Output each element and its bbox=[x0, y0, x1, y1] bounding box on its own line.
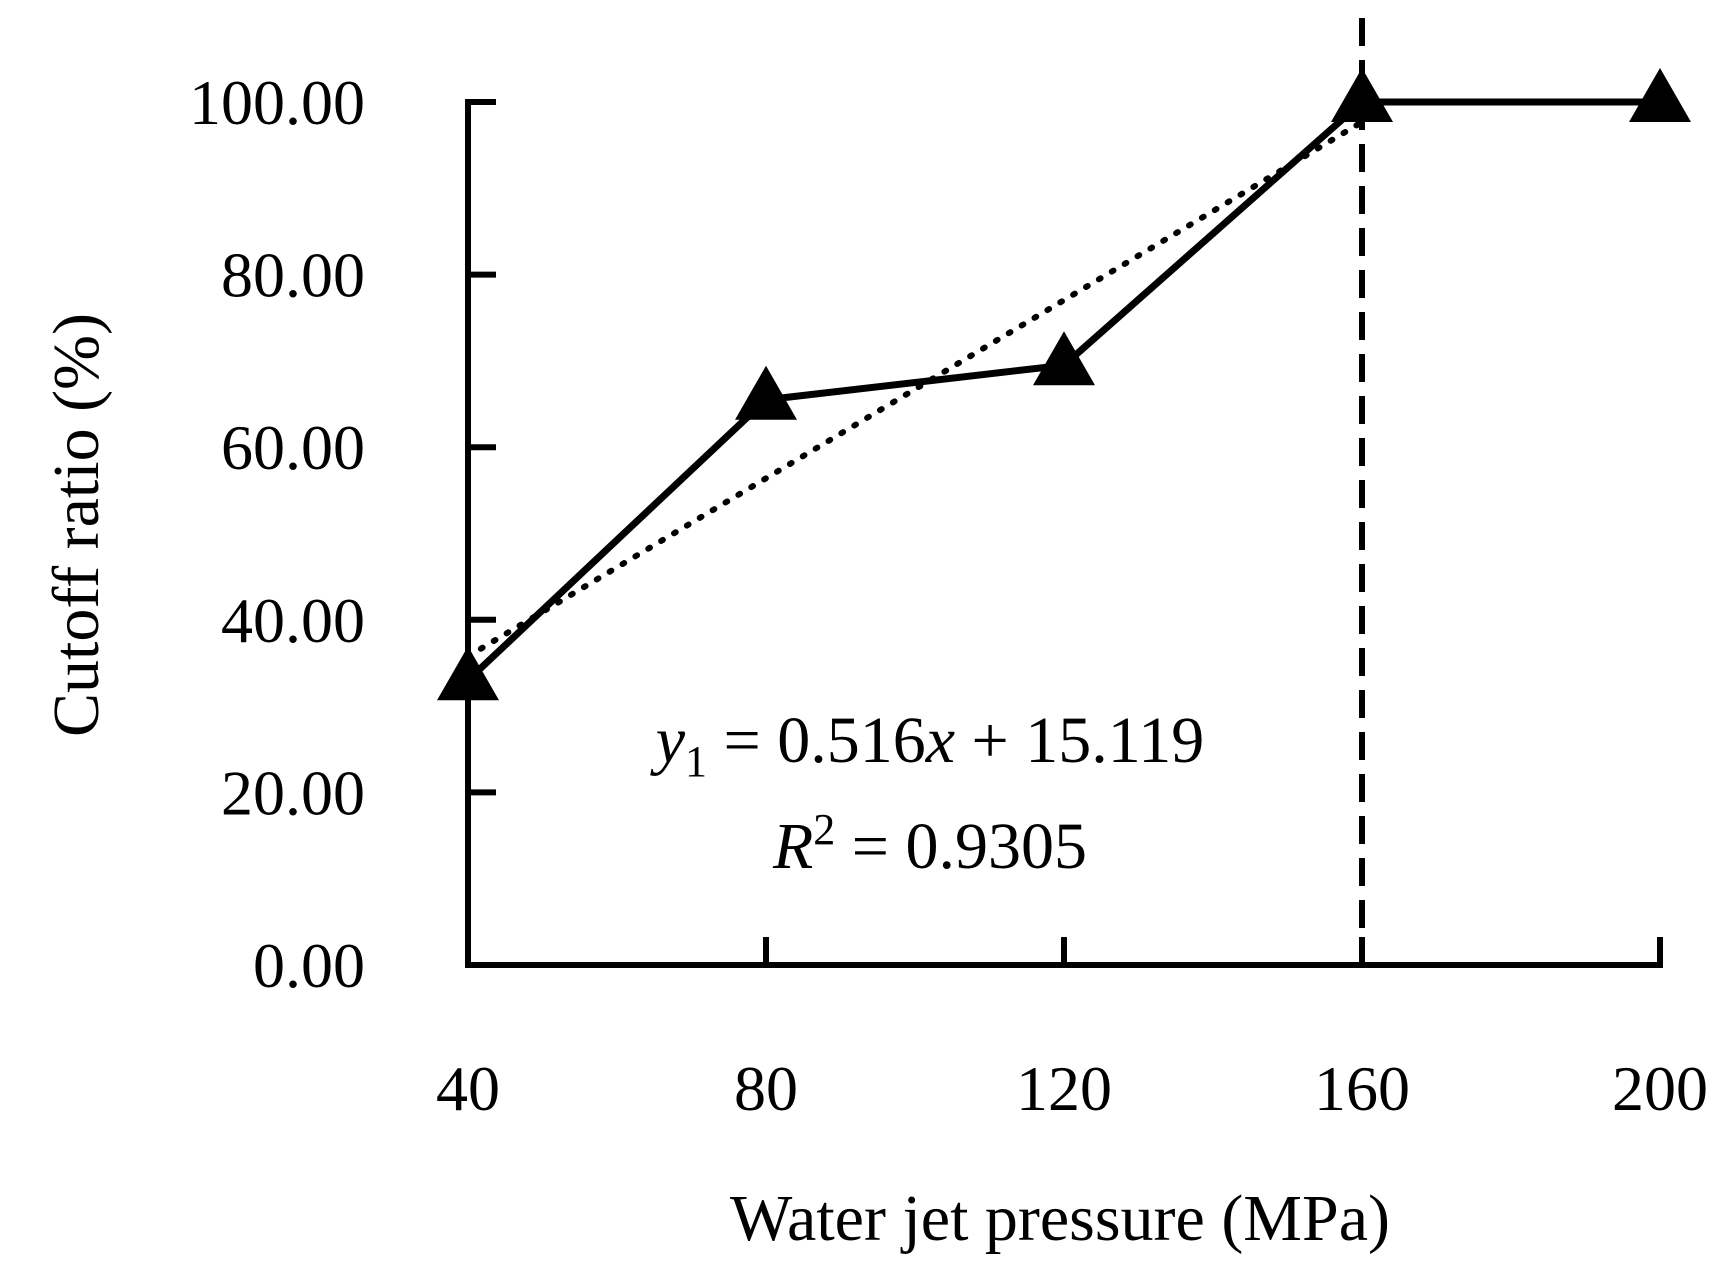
y-tick-label: 20.00 bbox=[221, 757, 365, 828]
data-point-marker bbox=[1331, 68, 1393, 122]
series-line bbox=[465, 98, 1660, 683]
x-tick-label: 40 bbox=[436, 1053, 500, 1124]
y-tick-label: 0.00 bbox=[253, 930, 365, 1001]
data-point-marker bbox=[1033, 331, 1095, 386]
trendline bbox=[465, 119, 1365, 660]
y-tick-label: 100.00 bbox=[189, 67, 365, 138]
x-tick-label: 200 bbox=[1612, 1053, 1708, 1124]
x-axis-title: Water jet pressure (MPa) bbox=[730, 1182, 1390, 1255]
plot-marks bbox=[437, 18, 1691, 965]
y-tick-label: 60.00 bbox=[221, 412, 365, 483]
x-tick-label: 80 bbox=[734, 1053, 798, 1124]
trendline-r-squared: R2 = 0.9305 bbox=[772, 805, 1087, 883]
y-axis-title: Cutoff ratio (%) bbox=[40, 313, 113, 737]
y-tick-label: 40.00 bbox=[221, 585, 365, 656]
x-tick-label: 120 bbox=[1016, 1053, 1112, 1124]
x-ticks: 40 80 120 160 200 bbox=[436, 937, 1708, 1124]
data-point-marker bbox=[735, 365, 797, 420]
y-tick-label: 80.00 bbox=[221, 240, 365, 311]
data-point-marker bbox=[1629, 68, 1691, 122]
data-point-marker bbox=[437, 646, 499, 701]
y-ticks: 0.00 20.00 40.00 60.00 80.00 100.00 bbox=[189, 67, 496, 1001]
trendline-equation: y1 = 0.516x + 15.119 bbox=[650, 704, 1205, 786]
x-tick-label: 160 bbox=[1314, 1053, 1410, 1124]
